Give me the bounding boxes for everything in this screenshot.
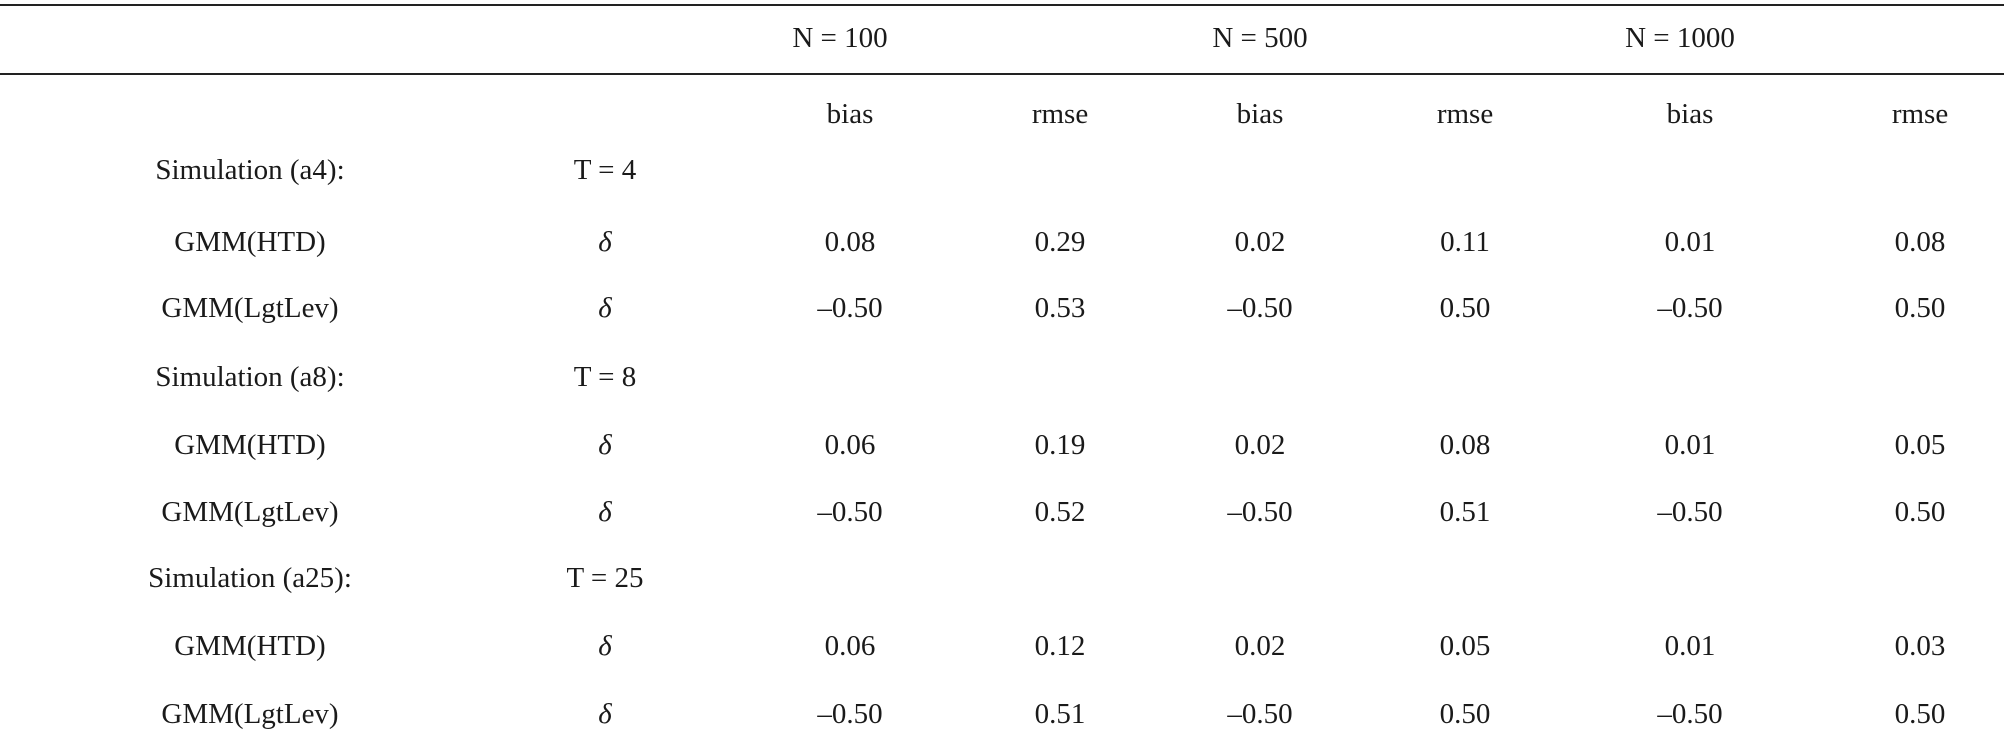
value-cell: 0.50 xyxy=(1439,698,1491,730)
section-header-row: Simulation (a4): T = 4 xyxy=(0,140,2004,200)
row-label: GMM(LgtLev) xyxy=(161,292,339,324)
section-t-label: T = 25 xyxy=(566,562,644,594)
value-cell: –0.50 xyxy=(1657,496,1723,528)
group-header-n100: N = 100 xyxy=(792,22,888,54)
section-label: Simulation (a8): xyxy=(155,361,345,393)
section-t-label: T = 4 xyxy=(573,154,637,186)
table-row: GMM(LgtLev) δ –0.50 0.53 –0.50 0.50 –0.5… xyxy=(0,278,2004,338)
row-parameter: δ xyxy=(598,698,612,730)
header-rule xyxy=(0,73,2004,75)
value-cell: –0.50 xyxy=(817,292,883,324)
section-header-row: Simulation (a8): T = 8 xyxy=(0,347,2004,407)
subheader-bias: bias xyxy=(826,98,874,130)
value-cell: 0.51 xyxy=(1439,496,1491,528)
row-label: GMM(HTD) xyxy=(174,630,326,662)
subheader-row: bias rmse bias rmse bias rmse xyxy=(0,84,2004,144)
row-parameter: δ xyxy=(598,292,612,324)
value-cell: 0.02 xyxy=(1234,226,1286,258)
value-cell: –0.50 xyxy=(1657,292,1723,324)
value-cell: 0.50 xyxy=(1894,698,1946,730)
value-cell: 0.01 xyxy=(1664,429,1716,461)
row-parameter: δ xyxy=(598,226,612,258)
value-cell: –0.50 xyxy=(1227,496,1293,528)
value-cell: 0.06 xyxy=(824,429,876,461)
value-cell: 0.08 xyxy=(1439,429,1491,461)
value-cell: 0.08 xyxy=(824,226,876,258)
value-cell: 0.53 xyxy=(1034,292,1086,324)
row-parameter: δ xyxy=(598,630,612,662)
section-label: Simulation (a25): xyxy=(148,562,352,594)
subheader-bias: bias xyxy=(1666,98,1714,130)
row-label: GMM(HTD) xyxy=(174,429,326,461)
value-cell: 0.03 xyxy=(1894,630,1946,662)
row-parameter: δ xyxy=(598,496,612,528)
row-label: GMM(LgtLev) xyxy=(161,698,339,730)
value-cell: 0.11 xyxy=(1440,226,1490,258)
value-cell: 0.50 xyxy=(1894,496,1946,528)
table-top-rule xyxy=(0,4,2004,6)
value-cell: 0.19 xyxy=(1034,429,1086,461)
value-cell: –0.50 xyxy=(817,698,883,730)
value-cell: 0.08 xyxy=(1894,226,1946,258)
row-parameter: δ xyxy=(598,429,612,461)
table-row: GMM(HTD) δ 0.06 0.19 0.02 0.08 0.01 0.05 xyxy=(0,415,2004,475)
value-cell: 0.02 xyxy=(1234,630,1286,662)
group-header-n1000: N = 1000 xyxy=(1625,22,1735,54)
subheader-bias: bias xyxy=(1236,98,1284,130)
subheader-rmse: rmse xyxy=(1436,98,1494,130)
value-cell: –0.50 xyxy=(1657,698,1723,730)
value-cell: 0.01 xyxy=(1664,630,1716,662)
value-cell: 0.51 xyxy=(1034,698,1086,730)
section-t-label: T = 8 xyxy=(573,361,637,393)
row-label: GMM(HTD) xyxy=(174,226,326,258)
table-row: GMM(LgtLev) δ –0.50 0.51 –0.50 0.50 –0.5… xyxy=(0,684,2004,744)
group-header-row: N = 100 N = 500 N = 1000 xyxy=(0,8,2004,68)
group-header-n500: N = 500 xyxy=(1212,22,1308,54)
value-cell: 0.50 xyxy=(1439,292,1491,324)
subheader-rmse: rmse xyxy=(1031,98,1089,130)
value-cell: 0.29 xyxy=(1034,226,1086,258)
value-cell: 0.01 xyxy=(1664,226,1716,258)
value-cell: 0.05 xyxy=(1894,429,1946,461)
subheader-rmse: rmse xyxy=(1891,98,1949,130)
table-row: GMM(LgtLev) δ –0.50 0.52 –0.50 0.51 –0.5… xyxy=(0,482,2004,542)
value-cell: 0.50 xyxy=(1894,292,1946,324)
value-cell: 0.12 xyxy=(1034,630,1086,662)
value-cell: 0.06 xyxy=(824,630,876,662)
value-cell: –0.50 xyxy=(1227,698,1293,730)
value-cell: –0.50 xyxy=(817,496,883,528)
section-header-row: Simulation (a25): T = 25 xyxy=(0,548,2004,608)
value-cell: 0.05 xyxy=(1439,630,1491,662)
table-row: GMM(HTD) δ 0.06 0.12 0.02 0.05 0.01 0.03 xyxy=(0,616,2004,676)
value-cell: 0.02 xyxy=(1234,429,1286,461)
section-label: Simulation (a4): xyxy=(155,154,345,186)
row-label: GMM(LgtLev) xyxy=(161,496,339,528)
value-cell: 0.52 xyxy=(1034,496,1086,528)
value-cell: –0.50 xyxy=(1227,292,1293,324)
table-row: GMM(HTD) δ 0.08 0.29 0.02 0.11 0.01 0.08 xyxy=(0,212,2004,272)
